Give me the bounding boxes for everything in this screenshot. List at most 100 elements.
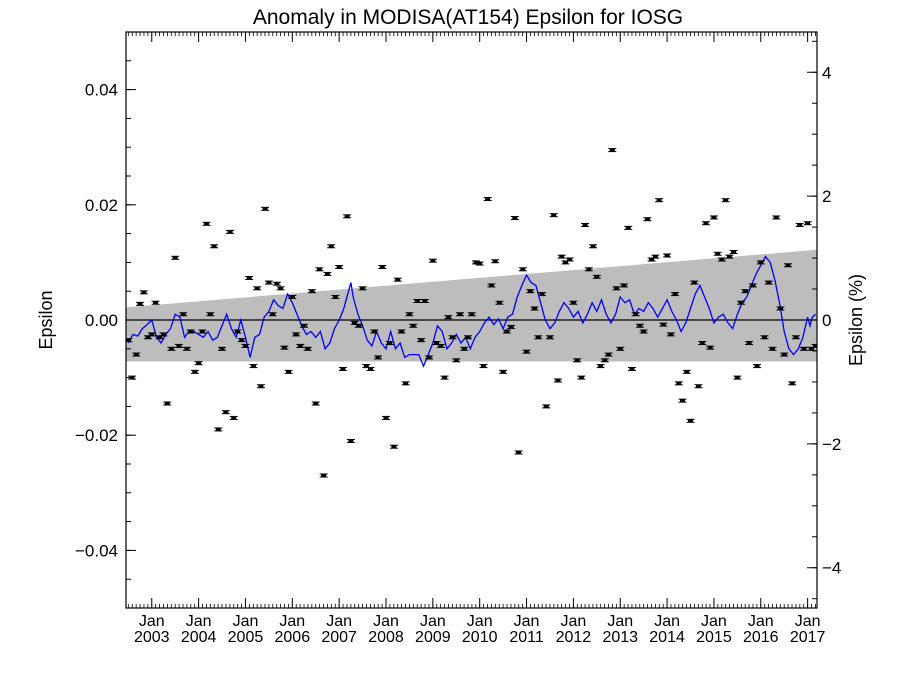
data-point-marker: [160, 333, 166, 336]
x-tick-label-year: 2016: [743, 629, 779, 646]
data-point-marker: [223, 410, 229, 414]
data-point: [788, 381, 797, 386]
data-point-marker: [813, 344, 817, 348]
data-point: [397, 329, 406, 334]
data-point-marker: [680, 399, 686, 402]
data-point-marker: [609, 148, 615, 152]
data-point-marker: [559, 255, 565, 258]
data-point: [226, 229, 235, 234]
data-point: [198, 329, 207, 334]
data-point-marker: [797, 223, 803, 227]
data-point-marker: [660, 323, 666, 326]
data-point: [717, 257, 726, 262]
data-point: [202, 221, 211, 226]
data-point: [577, 375, 586, 380]
data-point: [307, 289, 316, 294]
data-point-marker: [520, 268, 526, 271]
data-point-marker: [543, 405, 549, 408]
data-point-marker: [250, 364, 256, 368]
data-point-marker: [192, 370, 198, 374]
y-tick-label-left: 0.00: [85, 311, 118, 330]
data-point: [229, 415, 238, 420]
data-point: [335, 265, 344, 270]
data-point-marker: [625, 226, 631, 230]
data-point-marker: [754, 364, 760, 368]
data-point-marker: [227, 230, 233, 234]
data-point-marker: [403, 382, 409, 385]
data-point: [538, 292, 547, 297]
data-point: [456, 312, 465, 317]
data-point-marker: [211, 245, 217, 248]
data-point: [288, 294, 297, 299]
x-tick-label-year: 2014: [649, 629, 685, 646]
data-point: [635, 323, 644, 328]
data-point-marker: [664, 254, 670, 257]
data-point-marker: [153, 301, 159, 304]
data-point: [128, 375, 137, 380]
data-point-marker: [766, 281, 772, 284]
data-point-marker: [532, 307, 538, 310]
data-point-marker: [582, 223, 588, 227]
data-point: [764, 280, 773, 285]
data-point: [126, 338, 133, 343]
data-point-marker: [672, 292, 678, 296]
data-point: [526, 289, 535, 294]
y-tick-label-left: −0.04: [75, 541, 118, 560]
data-point: [136, 301, 145, 306]
data-point: [791, 335, 800, 340]
data-point: [783, 263, 792, 268]
data-point-marker: [485, 197, 491, 201]
data-point-marker: [297, 344, 303, 348]
data-point: [741, 289, 750, 294]
data-point: [573, 358, 582, 363]
data-point: [214, 427, 223, 432]
data-point: [370, 329, 379, 334]
data-point-marker: [762, 336, 768, 339]
data-point-marker: [793, 336, 799, 339]
data-point-marker: [309, 290, 315, 293]
data-point-marker: [344, 215, 350, 218]
x-tick-label-month: Jan: [420, 613, 446, 630]
data-point: [584, 267, 593, 272]
data-point-marker: [574, 359, 580, 362]
data-point: [753, 364, 762, 369]
data-point: [487, 283, 496, 288]
data-point: [760, 335, 769, 340]
data-point-marker: [395, 278, 401, 281]
y-axis-label-left: Epsilon: [36, 290, 56, 349]
data-point: [221, 410, 230, 415]
data-point: [737, 300, 746, 305]
data-point: [706, 345, 715, 350]
data-point: [245, 275, 254, 280]
data-point: [303, 346, 312, 351]
x-tick-label-month: Jan: [560, 613, 586, 630]
data-point-marker: [555, 379, 561, 382]
y-tick-label-left: 0.04: [85, 81, 118, 100]
data-point-marker: [641, 330, 647, 333]
data-point: [612, 286, 621, 291]
data-point: [315, 267, 324, 272]
data-point: [249, 364, 258, 369]
data-point: [729, 250, 738, 255]
data-point: [280, 345, 289, 350]
data-point-marker: [129, 376, 135, 379]
data-point-marker: [504, 330, 510, 333]
data-point: [542, 404, 551, 409]
data-point-marker: [633, 313, 639, 316]
data-point-marker: [375, 356, 381, 359]
y-tick-label-right: −2: [822, 435, 841, 454]
x-tick-label-month: Jan: [279, 613, 305, 630]
data-point-marker: [535, 336, 541, 339]
data-point: [803, 221, 812, 226]
plot-area: −0.04−0.020.000.020.04−4−2024Jan2003Jan2…: [75, 31, 841, 646]
data-point: [589, 244, 598, 249]
data-point-marker: [262, 207, 268, 211]
data-point: [261, 206, 270, 211]
data-point: [709, 215, 718, 220]
data-point-marker: [527, 290, 533, 293]
data-point: [174, 343, 183, 348]
data-point-marker: [199, 330, 205, 333]
x-tick-label-year: 2017: [790, 629, 826, 646]
data-point-marker: [668, 333, 674, 336]
data-point-marker: [465, 336, 471, 339]
